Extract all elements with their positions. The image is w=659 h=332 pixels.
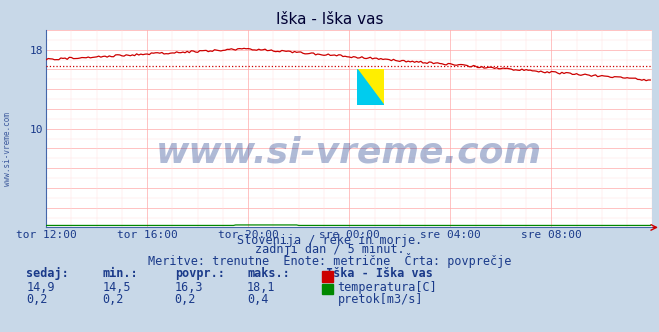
- Text: 16,3: 16,3: [175, 281, 203, 293]
- Text: Meritve: trenutne  Enote: metrične  Črta: povprečje: Meritve: trenutne Enote: metrične Črta: …: [148, 253, 511, 268]
- Text: 0,4: 0,4: [247, 293, 268, 306]
- Text: min.:: min.:: [102, 267, 138, 280]
- Text: zadnji dan / 5 minut.: zadnji dan / 5 minut.: [254, 243, 405, 256]
- Text: 18,1: 18,1: [247, 281, 275, 293]
- Polygon shape: [370, 87, 384, 105]
- Text: Iška - Iška vas: Iška - Iška vas: [326, 267, 433, 280]
- Polygon shape: [357, 69, 370, 87]
- Polygon shape: [357, 69, 384, 105]
- Text: maks.:: maks.:: [247, 267, 290, 280]
- Text: 0,2: 0,2: [102, 293, 123, 306]
- Text: temperatura[C]: temperatura[C]: [337, 281, 437, 293]
- Polygon shape: [357, 87, 370, 105]
- Text: 14,9: 14,9: [26, 281, 55, 293]
- Text: www.si-vreme.com: www.si-vreme.com: [156, 135, 542, 169]
- Text: Iška - Iška vas: Iška - Iška vas: [275, 12, 384, 27]
- Polygon shape: [370, 69, 384, 87]
- Text: Slovenija / reke in morje.: Slovenija / reke in morje.: [237, 234, 422, 247]
- Text: 0,2: 0,2: [175, 293, 196, 306]
- Text: www.si-vreme.com: www.si-vreme.com: [3, 113, 13, 186]
- Text: povpr.:: povpr.:: [175, 267, 225, 280]
- Text: pretok[m3/s]: pretok[m3/s]: [337, 293, 423, 306]
- Text: 0,2: 0,2: [26, 293, 47, 306]
- Text: 14,5: 14,5: [102, 281, 130, 293]
- Text: sedaj:: sedaj:: [26, 267, 69, 280]
- Polygon shape: [357, 69, 384, 105]
